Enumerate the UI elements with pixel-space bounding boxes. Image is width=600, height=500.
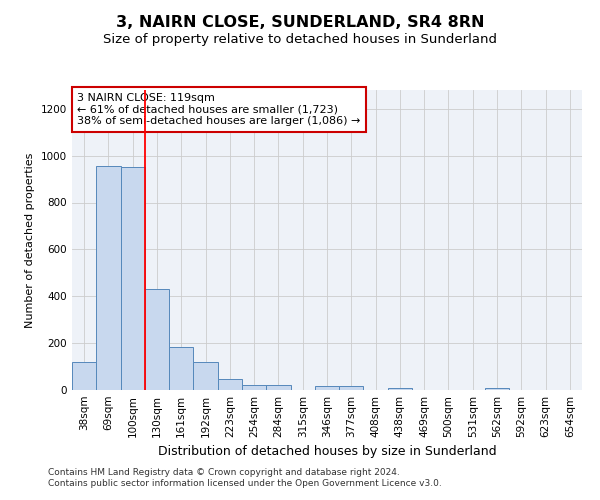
Bar [121, 168, 145, 390]
Bar [266, 386, 290, 390]
Bar [72, 362, 96, 390]
Bar [242, 386, 266, 390]
Bar [96, 166, 121, 390]
Y-axis label: Number of detached properties: Number of detached properties [25, 152, 35, 328]
Bar [169, 346, 193, 390]
Bar [339, 386, 364, 390]
Bar [485, 388, 509, 390]
X-axis label: Distribution of detached houses by size in Sunderland: Distribution of detached houses by size … [158, 446, 496, 458]
Text: Size of property relative to detached houses in Sunderland: Size of property relative to detached ho… [103, 32, 497, 46]
Text: Contains HM Land Registry data © Crown copyright and database right 2024.
Contai: Contains HM Land Registry data © Crown c… [48, 468, 442, 487]
Text: 3, NAIRN CLOSE, SUNDERLAND, SR4 8RN: 3, NAIRN CLOSE, SUNDERLAND, SR4 8RN [116, 15, 484, 30]
Bar [388, 388, 412, 390]
Bar [193, 362, 218, 390]
Bar [218, 380, 242, 390]
Bar [315, 386, 339, 390]
Text: 3 NAIRN CLOSE: 119sqm
← 61% of detached houses are smaller (1,723)
38% of semi-d: 3 NAIRN CLOSE: 119sqm ← 61% of detached … [77, 93, 361, 126]
Bar [145, 289, 169, 390]
